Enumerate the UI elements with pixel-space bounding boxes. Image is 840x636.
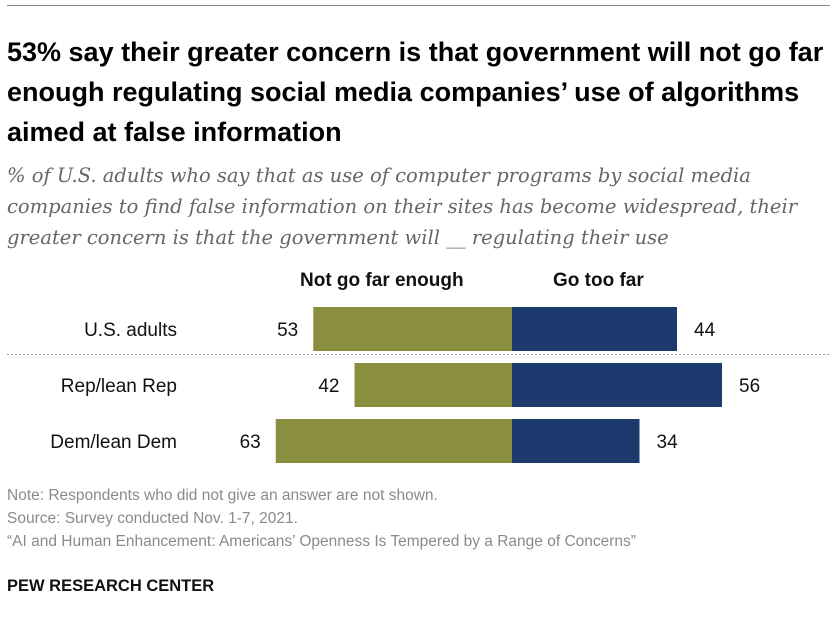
- pew-logo-text: PEW RESEARCH CENTER: [7, 577, 215, 595]
- category-label-us-adults: U.S. adults: [84, 320, 177, 341]
- footnotes: Note: Respondents who did not give an an…: [7, 484, 636, 553]
- value-label-too-far-dem: 34: [657, 432, 679, 453]
- bar-not-far-rep: [354, 363, 512, 407]
- note-text: Note: Respondents who did not give an an…: [7, 487, 438, 504]
- value-label-not-far-rep: 42: [318, 376, 339, 397]
- diverging-bar-chart: U.S. adults 53 44 Rep/lean Rep 42 56 Dem…: [7, 307, 830, 463]
- value-label-not-far-dem: 63: [240, 432, 261, 453]
- value-label-not-far-us-adults: 53: [277, 320, 298, 341]
- bar-too-far-dem: [512, 419, 640, 463]
- category-label-dem: Dem/lean Dem: [50, 432, 177, 453]
- bar-not-far-us-adults: [313, 307, 512, 351]
- value-label-too-far-rep: 56: [739, 376, 760, 397]
- chart-title: 53% say their greater concern is that go…: [7, 37, 824, 147]
- legend-not-far-enough: Not go far enough: [300, 270, 464, 291]
- source-text: Source: Survey conducted Nov. 1-7, 2021.: [7, 510, 298, 527]
- report-title: “AI and Human Enhancement: Americans’ Op…: [7, 533, 636, 550]
- chart-subtitle: % of U.S. adults who say that as use of …: [7, 164, 798, 249]
- value-label-too-far-us-adults: 44: [694, 320, 716, 341]
- bar-too-far-us-adults: [512, 307, 677, 351]
- bar-too-far-rep: [512, 363, 722, 407]
- legend-go-too-far: Go too far: [553, 270, 644, 291]
- category-label-rep: Rep/lean Rep: [61, 376, 177, 397]
- bar-not-far-dem: [275, 419, 512, 463]
- top-rule: [7, 5, 830, 6]
